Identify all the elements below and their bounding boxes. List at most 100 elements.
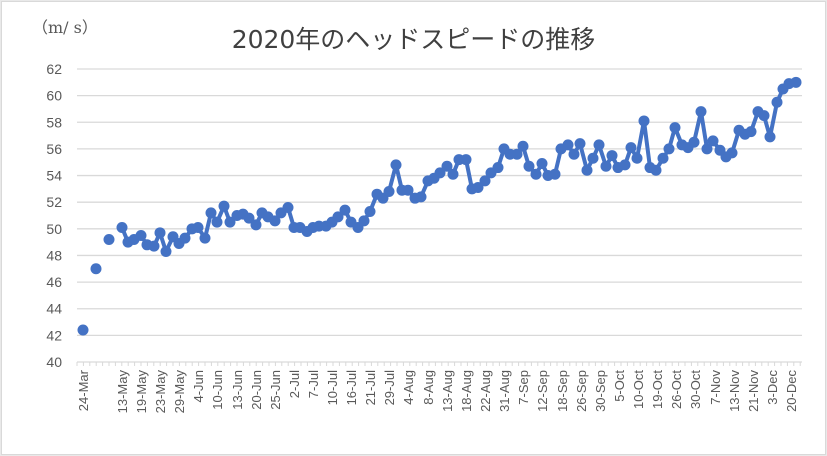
y-tick-label: 54 — [46, 168, 62, 184]
data-point — [205, 207, 217, 219]
data-point — [250, 219, 262, 231]
data-point — [593, 139, 605, 151]
data-point — [224, 216, 236, 228]
x-tick-label: 26-Sep — [574, 370, 589, 412]
y-tick-label: 58 — [46, 114, 62, 130]
x-tick-label: 12-Sep — [535, 370, 550, 412]
x-tick-label: 13-Jun — [230, 370, 245, 410]
data-point — [402, 184, 414, 196]
y-tick-label: 60 — [46, 88, 62, 104]
x-tick-label: 16-Jul — [344, 370, 359, 406]
x-tick-label: 29-May — [172, 370, 187, 414]
data-point — [199, 232, 211, 244]
data-point — [669, 122, 681, 134]
data-point — [695, 106, 707, 118]
gridlines — [77, 68, 802, 363]
x-tick-label: 4-Jun — [191, 370, 206, 403]
y-axis-unit-label: （m/ s） — [32, 18, 98, 37]
data-point — [562, 139, 574, 151]
chart-title: 2020年のヘッドスピードの推移 — [231, 25, 596, 54]
data-point — [116, 221, 128, 233]
y-tick-label: 48 — [46, 247, 62, 263]
data-point — [441, 160, 453, 172]
x-tick-label: 13-Nov — [727, 370, 742, 412]
data-point — [650, 164, 662, 176]
data-point — [479, 175, 491, 187]
x-axis: 24-Mar 13-May 19-May 23-May 29-May 4-Jun 10-Ju… — [76, 362, 801, 414]
data-point — [472, 182, 484, 194]
data-point — [192, 221, 204, 233]
data-point — [517, 140, 529, 152]
y-axis: 40 42 44 46 48 50 52 54 56 58 60 62 — [46, 61, 62, 370]
data-point — [103, 233, 115, 245]
data-point — [415, 191, 427, 203]
x-tick-label: 24-Mar — [76, 369, 91, 411]
x-tick-label: 30-Oct — [688, 370, 703, 409]
x-tick-label: 23-May — [153, 370, 168, 414]
y-tick-label: 40 — [46, 354, 62, 370]
data-point — [758, 110, 770, 122]
data-point — [549, 168, 561, 180]
data-point — [282, 202, 294, 214]
data-point — [625, 142, 637, 154]
x-tick-label: 19-May — [134, 370, 149, 414]
series-line — [120, 80, 797, 254]
data-point — [383, 186, 395, 198]
x-tick-label: 2-Jul — [287, 370, 302, 398]
x-tick-label: 20-Dec — [784, 370, 799, 412]
x-tick-label: 5-Oct — [612, 370, 627, 402]
x-tick-label: 7-Nov — [708, 370, 723, 405]
y-tick-label: 56 — [46, 141, 62, 157]
data-point — [581, 164, 593, 176]
data-point — [90, 263, 102, 275]
data-point — [606, 150, 618, 162]
data-point — [764, 131, 776, 143]
data-point — [492, 162, 504, 174]
data-point — [179, 232, 191, 244]
data-point — [434, 167, 446, 179]
x-tick-label: 19-Oct — [650, 370, 665, 409]
data-point — [460, 154, 472, 166]
x-tick-label: 25-Jun — [268, 370, 283, 410]
x-tick-label: 10-Oct — [631, 370, 646, 409]
data-point — [600, 160, 612, 172]
y-tick-label: 42 — [46, 327, 62, 343]
data-point — [243, 212, 255, 224]
y-tick-label: 50 — [46, 221, 62, 237]
data-point — [790, 76, 802, 88]
x-tick-label: 10-Jul — [325, 370, 340, 406]
x-tick-label: 21-Nov — [746, 370, 761, 412]
data-point — [574, 138, 586, 150]
data-series — [77, 76, 802, 336]
data-point — [339, 204, 351, 216]
data-point — [218, 200, 230, 212]
x-tick-label: 7-Sep — [516, 370, 531, 405]
data-point — [332, 211, 344, 223]
data-point — [160, 245, 172, 257]
data-point — [447, 168, 459, 180]
x-tick-label: 20-Jun — [249, 370, 264, 410]
x-tick-label: 7-Jul — [306, 370, 321, 398]
data-point — [269, 215, 281, 227]
data-point — [638, 115, 650, 127]
x-tick-label: 21-Jul — [363, 370, 378, 406]
x-tick-label: 10-Jun — [210, 370, 225, 410]
data-point — [688, 136, 700, 148]
data-point — [511, 148, 523, 160]
data-point — [135, 229, 147, 241]
x-tick-label: 26-Oct — [669, 370, 684, 409]
data-point — [77, 324, 89, 336]
data-point — [619, 159, 631, 171]
data-point — [523, 160, 535, 172]
data-point — [358, 215, 370, 227]
data-point — [390, 159, 402, 171]
x-tick-label: 13-Aug — [440, 370, 455, 412]
y-tick-label: 62 — [46, 61, 62, 77]
x-tick-label: 18-Sep — [555, 370, 570, 412]
data-point — [587, 152, 599, 164]
data-point — [701, 143, 713, 155]
data-point — [154, 227, 166, 239]
data-point — [726, 147, 738, 159]
